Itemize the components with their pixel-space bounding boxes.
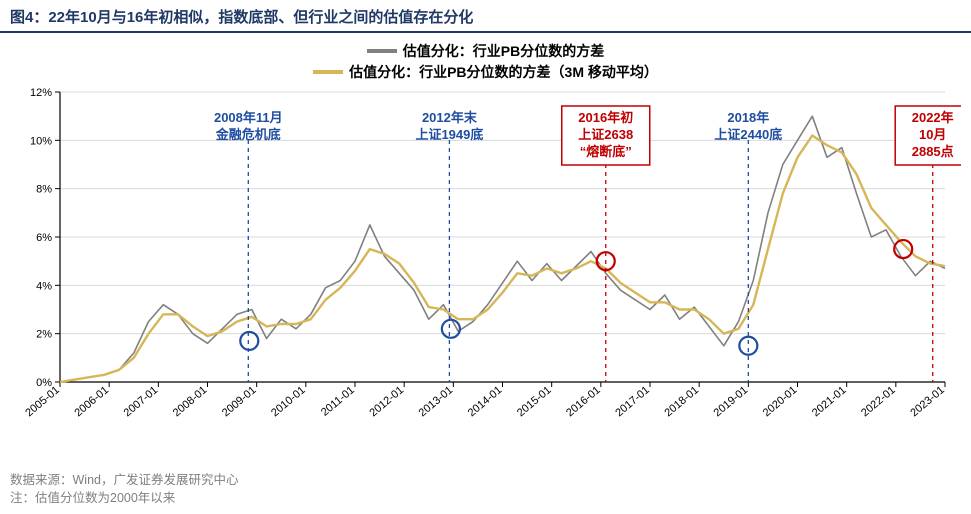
- svg-text:2005-01: 2005-01: [23, 384, 62, 419]
- svg-text:2%: 2%: [36, 329, 52, 341]
- footer-source: 数据来源：Wind，广发证券发展研究中心: [10, 471, 238, 490]
- svg-text:2023-01: 2023-01: [908, 384, 947, 419]
- svg-text:金融危机底: 金融危机底: [215, 127, 281, 142]
- svg-text:2014-01: 2014-01: [466, 384, 505, 419]
- figure-footer: 数据来源：Wind，广发证券发展研究中心 注：估值分位数为2000年以来: [10, 471, 238, 509]
- svg-text:2012年末: 2012年末: [422, 110, 478, 125]
- svg-text:2019-01: 2019-01: [712, 384, 751, 419]
- svg-text:2021-01: 2021-01: [810, 384, 849, 419]
- svg-text:2008-01: 2008-01: [171, 384, 210, 419]
- svg-text:2015-01: 2015-01: [515, 384, 554, 419]
- svg-text:2022-01: 2022-01: [859, 384, 898, 419]
- svg-text:2011-01: 2011-01: [319, 384, 357, 419]
- svg-text:2885点: 2885点: [912, 144, 954, 159]
- svg-text:4%: 4%: [36, 280, 52, 292]
- footer-note: 注：估值分位数为2000年以来: [10, 489, 238, 508]
- svg-text:上证2440底: 上证2440底: [714, 127, 782, 142]
- svg-text:10%: 10%: [30, 135, 52, 147]
- figure-title: 图4：22年10月与16年初相似，指数底部、但行业之间的估值存在分化: [0, 0, 971, 33]
- svg-text:2008年11月: 2008年11月: [214, 110, 283, 125]
- svg-text:2013-01: 2013-01: [417, 384, 456, 419]
- svg-text:2022年: 2022年: [912, 110, 954, 125]
- svg-text:2007-01: 2007-01: [122, 384, 161, 419]
- svg-text:“熔断底”: “熔断底”: [580, 144, 632, 159]
- svg-text:10月: 10月: [919, 127, 946, 142]
- svg-text:2017-01: 2017-01: [613, 384, 652, 419]
- svg-text:2006-01: 2006-01: [72, 384, 111, 419]
- svg-text:2009-01: 2009-01: [220, 384, 259, 419]
- svg-text:8%: 8%: [36, 184, 52, 196]
- svg-text:2012-01: 2012-01: [367, 384, 406, 419]
- line-chart-svg: 0%2%4%6%8%10%12%2005-012006-012007-01200…: [10, 37, 961, 447]
- svg-text:上证2638: 上证2638: [578, 127, 633, 142]
- svg-text:2018年: 2018年: [727, 110, 769, 125]
- chart-area: 估值分化：行业PB分位数的方差 估值分化：行业PB分位数的方差（3M 移动平均）…: [10, 37, 961, 447]
- figure-container: 图4：22年10月与16年初相似，指数底部、但行业之间的估值存在分化 估值分化：…: [0, 0, 971, 514]
- svg-text:2020-01: 2020-01: [761, 384, 800, 419]
- svg-text:6%: 6%: [36, 232, 52, 244]
- svg-text:12%: 12%: [30, 87, 52, 99]
- svg-text:2018-01: 2018-01: [662, 384, 701, 419]
- svg-text:2016-01: 2016-01: [564, 384, 603, 419]
- svg-text:2016年初: 2016年初: [578, 110, 633, 125]
- svg-text:2010-01: 2010-01: [269, 384, 308, 419]
- svg-text:上证1949底: 上证1949底: [415, 127, 483, 142]
